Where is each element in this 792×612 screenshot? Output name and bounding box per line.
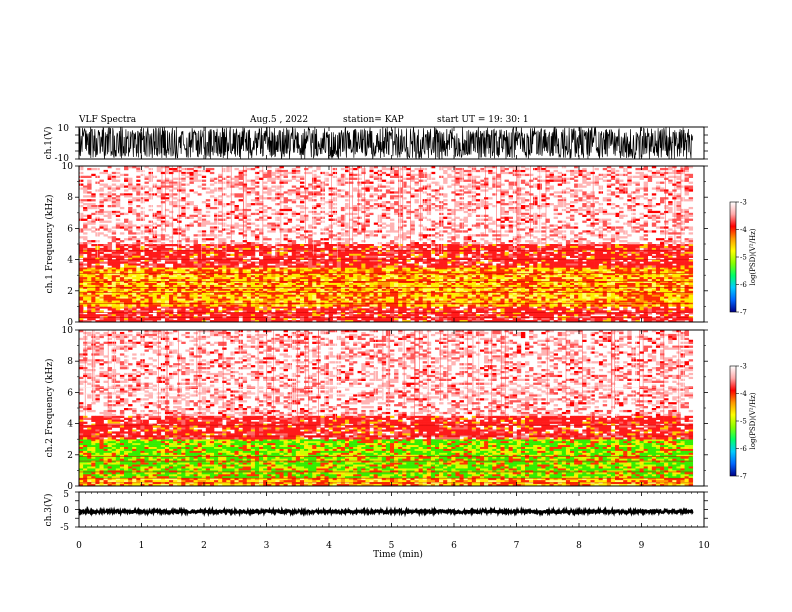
ch1-waveform-panel: 10 -10 ch.1(V) [43, 124, 708, 164]
ch1-waveform-line [78, 126, 694, 160]
time-tick-3: 3 [264, 541, 270, 551]
ch2-spectrogram-colorbar-tick--7: -7 [740, 473, 747, 481]
ch2-spectrogram-ytick-2: 2 [67, 451, 73, 461]
ch3-waveform-panel: 5 0 -5 ch.3(V) [43, 490, 708, 533]
ch2-spectrogram-ytick-6: 6 [67, 388, 73, 398]
time-tick-5: 5 [389, 541, 395, 551]
ch1-spectrogram-panel: 0 2 4 6 8 10 ch.1 Frequency (kHz) [44, 162, 708, 328]
ch1-spectrogram-colorbar-tick--7: -7 [740, 309, 747, 317]
ch3-ytick-mid: 0 [63, 506, 69, 516]
ch1-spectrogram-ytick-6: 6 [67, 224, 73, 234]
ch1-spectrogram-colorbar-tick--3: -3 [740, 199, 747, 207]
ch2-colorbar: -3 -4 -5 -6 -7 log(PSD)(V²/Hz) [729, 363, 757, 481]
figure-title: VLF Spectra [78, 115, 137, 125]
ch2-spectrogram-ytick-8: 8 [67, 357, 73, 367]
time-tick-9: 9 [639, 541, 645, 551]
ch1-spectrogram-colorbar-tick--6: -6 [740, 281, 747, 289]
ch1-spectrogram-ytick-2: 2 [67, 287, 73, 297]
time-tick-4: 4 [326, 541, 332, 551]
ch2-spectrogram-colorbar-tick--3: -3 [740, 363, 747, 371]
time-tick-6: 6 [451, 541, 457, 551]
time-tick-0: 0 [76, 541, 82, 551]
time-tick-7: 7 [514, 541, 520, 551]
ch2-spectrogram-ytick-10: 10 [62, 326, 74, 336]
ch1-waveform-trace [75, 126, 708, 160]
ch1-freq-ylabel: ch.1 Frequency (kHz) [44, 195, 55, 294]
time-tick-2: 2 [201, 541, 207, 551]
ch2-spectrogram-panel: 0 2 4 6 8 10 ch.2 Frequency (kHz) [44, 326, 708, 492]
start-time-label: start UT = 19: 30: 1 [437, 115, 529, 125]
ch2-freq-ticks: 0 2 4 6 8 10 [62, 326, 708, 492]
ch2-freq-ylabel: ch.2 Frequency (kHz) [44, 359, 55, 458]
ch2-spectrogram-colorbar-label: log(PSD)(V²/Hz) [749, 392, 757, 449]
ch3-waveform-trace [75, 491, 708, 528]
ch2-spectrogram-colorbar-tick--6: -6 [740, 445, 747, 453]
ch1-spectrogram-image [79, 166, 704, 323]
ch1-colorbar: -3 -4 -5 -6 -7 log(PSD)(V²/Hz) [729, 199, 757, 317]
ch1-ytick-top: 10 [58, 124, 70, 134]
ch2-spectrogram-ytick-4: 4 [67, 420, 73, 430]
ch2-spectrogram-image [79, 330, 704, 487]
ch1-ytick-bottom: -10 [55, 154, 70, 164]
date-label: Aug.5 , 2022 [249, 115, 308, 125]
ch2-spectrogram-colorbar-tick--4: -4 [740, 390, 747, 398]
ch1-spectrogram-colorbar-label: log(PSD)(V²/Hz) [749, 228, 757, 285]
ch1-spectrogram-colorbar-tick--5: -5 [740, 254, 747, 262]
ch1-spectrogram-ytick-4: 4 [67, 256, 73, 266]
time-tick-10: 10 [698, 541, 710, 551]
ch1-spectrogram-ytick-10: 10 [62, 162, 74, 172]
ch1-ylabel: ch.1(V) [43, 127, 54, 160]
ch3-ytick-bottom: -5 [60, 523, 69, 533]
time-tick-8: 8 [576, 541, 582, 551]
ch2-spectrogram-colorbar-tick--5: -5 [740, 418, 747, 426]
ch1-spectrogram-colorbar-tick--4: -4 [740, 226, 747, 234]
ch3-ylabel: ch.3(V) [43, 494, 54, 527]
time-tick-1: 1 [139, 541, 145, 551]
ch2-spectrogram-ytick-0: 0 [67, 482, 73, 492]
station-label: station= KAP [343, 115, 404, 125]
time-axis-ticks: 0 1 2 3 4 5 6 7 8 9 10 [76, 127, 710, 551]
ch1-spectrogram-ytick-8: 8 [67, 193, 73, 203]
ch3-waveform-line [78, 505, 694, 518]
ch3-ytick-top: 5 [63, 490, 69, 500]
time-axis-label: Time (min) [373, 549, 423, 560]
ch1-spectrogram-ytick-0: 0 [67, 318, 73, 328]
ch1-freq-ticks: 0 2 4 6 8 10 [62, 162, 708, 328]
